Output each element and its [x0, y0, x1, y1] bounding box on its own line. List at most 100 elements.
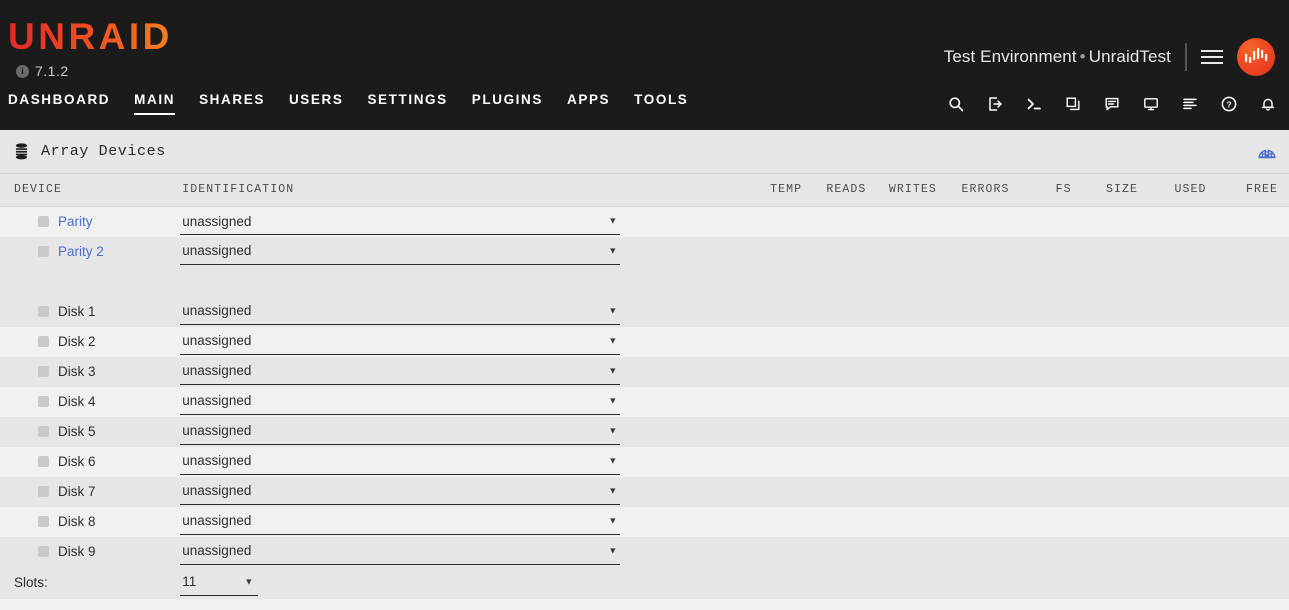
nav-item-apps[interactable]: APPS — [566, 92, 611, 107]
table-row[interactable]: Disk 5 unassigned ▼ — [0, 416, 1289, 447]
display-icon[interactable] — [1142, 95, 1160, 113]
status-badge — [38, 516, 49, 527]
nav-item-settings[interactable]: SETTINGS — [367, 92, 448, 107]
table-row[interactable]: Disk 9 unassigned ▼ — [0, 536, 1289, 567]
chevron-down-icon: ▼ — [608, 305, 618, 316]
table-row[interactable]: Disk 1 unassigned ▼ — [0, 296, 1289, 327]
device-name-label[interactable]: Disk 2 — [58, 334, 96, 349]
status-badge — [38, 306, 49, 317]
chevron-down-icon: ▼ — [608, 425, 618, 436]
identification-select[interactable]: unassigned ▼ — [180, 389, 621, 415]
table-row[interactable]: Disk 6 unassigned ▼ — [0, 446, 1289, 477]
table-row[interactable]: Disk 3 unassigned ▼ — [0, 356, 1289, 387]
device-name-link[interactable]: Parity — [58, 214, 93, 230]
size-cell — [1086, 207, 1152, 237]
fs-cell — [1023, 327, 1085, 357]
nav-item-shares[interactable]: SHARES — [199, 92, 265, 107]
nav-item-users[interactable]: USERS — [288, 92, 344, 107]
slots-select[interactable]: 11 ▼ — [180, 570, 259, 596]
identification-select[interactable]: unassigned ▼ — [180, 239, 621, 265]
temp-cell — [752, 357, 816, 387]
fs-cell — [1023, 477, 1085, 507]
device-name-link[interactable]: Parity 2 — [58, 244, 104, 259]
identification-select[interactable]: unassigned ▼ — [180, 209, 621, 235]
table-row[interactable]: Disk 7 unassigned ▼ — [0, 476, 1289, 507]
identification-value: unassigned — [182, 393, 252, 409]
nav-item-dashboard[interactable]: DASHBOARD — [8, 92, 111, 107]
disk-stack-icon — [14, 143, 29, 160]
copy-icon[interactable] — [1064, 95, 1082, 113]
identification-value: unassigned — [182, 213, 252, 229]
identification-cell: unassigned ▼ — [176, 507, 752, 537]
size-cell — [1086, 477, 1152, 507]
table-header-row: DEVICE IDENTIFICATION TEMP READS WRITES … — [0, 174, 1289, 207]
unraid-avatar-logo[interactable] — [1237, 38, 1275, 76]
nav-item-tools[interactable]: TOOLS — [634, 92, 689, 107]
identification-select[interactable]: unassigned ▼ — [180, 539, 621, 565]
used-cell — [1152, 357, 1220, 387]
gauge-icon[interactable] — [1257, 144, 1277, 160]
identification-select[interactable]: unassigned ▼ — [180, 329, 621, 355]
nav-icon-group: ? — [947, 95, 1277, 113]
fs-cell — [1023, 507, 1085, 537]
identification-select[interactable]: unassigned ▼ — [180, 419, 621, 445]
slots-blank-size — [1086, 567, 1152, 599]
used-cell — [1152, 237, 1220, 267]
device-name-label[interactable]: Disk 6 — [58, 454, 96, 469]
device-name-label[interactable]: Disk 4 — [58, 394, 96, 409]
nav-item-main[interactable]: MAIN — [134, 92, 176, 115]
header-divider — [1185, 43, 1187, 71]
nav-item-plugins[interactable]: PLUGINS — [471, 92, 543, 107]
size-cell — [1086, 507, 1152, 537]
reads-cell — [816, 537, 880, 567]
identification-select[interactable]: unassigned ▼ — [180, 299, 621, 325]
size-cell — [1086, 237, 1152, 267]
table-row[interactable]: Disk 4 unassigned ▼ — [0, 386, 1289, 417]
panel-header: Array Devices — [0, 130, 1289, 174]
reads-cell — [816, 207, 880, 237]
chat-icon[interactable] — [1103, 95, 1121, 113]
table-body: Parity unassigned ▼ — [0, 206, 1289, 599]
used-cell — [1152, 507, 1220, 537]
size-cell — [1086, 297, 1152, 327]
log-icon[interactable] — [1181, 95, 1199, 113]
header-right-cluster: Test Environment • UnraidTest — [944, 38, 1275, 76]
table-row[interactable]: Parity 2 unassigned ▼ — [0, 236, 1289, 267]
terminal-icon[interactable] — [1025, 95, 1043, 113]
identification-value: unassigned — [182, 303, 252, 319]
errors-cell — [951, 357, 1024, 387]
help-icon[interactable]: ? — [1220, 95, 1238, 113]
table-row[interactable]: Parity unassigned ▼ — [0, 206, 1289, 237]
chevron-down-icon: ▼ — [608, 485, 618, 496]
identification-cell: unassigned ▼ — [176, 297, 752, 327]
writes-cell — [880, 417, 951, 447]
reads-cell — [816, 507, 880, 537]
notification-bell-icon[interactable] — [1259, 95, 1277, 113]
status-badge — [38, 396, 49, 407]
slots-blank-free — [1220, 567, 1289, 599]
section-spacer — [0, 266, 1289, 297]
temp-cell — [752, 507, 816, 537]
identification-select[interactable]: unassigned ▼ — [180, 509, 621, 535]
writes-cell — [880, 537, 951, 567]
identification-select[interactable]: unassigned ▼ — [180, 449, 621, 475]
identification-select[interactable]: unassigned ▼ — [180, 359, 621, 385]
table-row[interactable]: Disk 2 unassigned ▼ — [0, 326, 1289, 357]
device-name-label[interactable]: Disk 1 — [58, 304, 96, 319]
errors-cell — [951, 297, 1024, 327]
device-name-label[interactable]: Disk 5 — [58, 424, 96, 439]
device-name-label[interactable]: Disk 9 — [58, 544, 96, 559]
column-header-writes: WRITES — [880, 174, 951, 207]
logout-icon[interactable] — [986, 95, 1004, 113]
search-icon[interactable] — [947, 95, 965, 113]
device-name-label[interactable]: Disk 8 — [58, 514, 96, 529]
hamburger-menu-icon[interactable] — [1201, 50, 1223, 64]
reads-cell — [816, 327, 880, 357]
device-name-label[interactable]: Disk 7 — [58, 484, 96, 499]
temp-cell — [752, 537, 816, 567]
chevron-down-icon: ▼ — [608, 335, 618, 346]
column-header-used: USED — [1152, 174, 1221, 207]
identification-select[interactable]: unassigned ▼ — [180, 479, 621, 505]
device-name-label[interactable]: Disk 3 — [58, 364, 96, 379]
table-row[interactable]: Disk 8 unassigned ▼ — [0, 506, 1289, 537]
